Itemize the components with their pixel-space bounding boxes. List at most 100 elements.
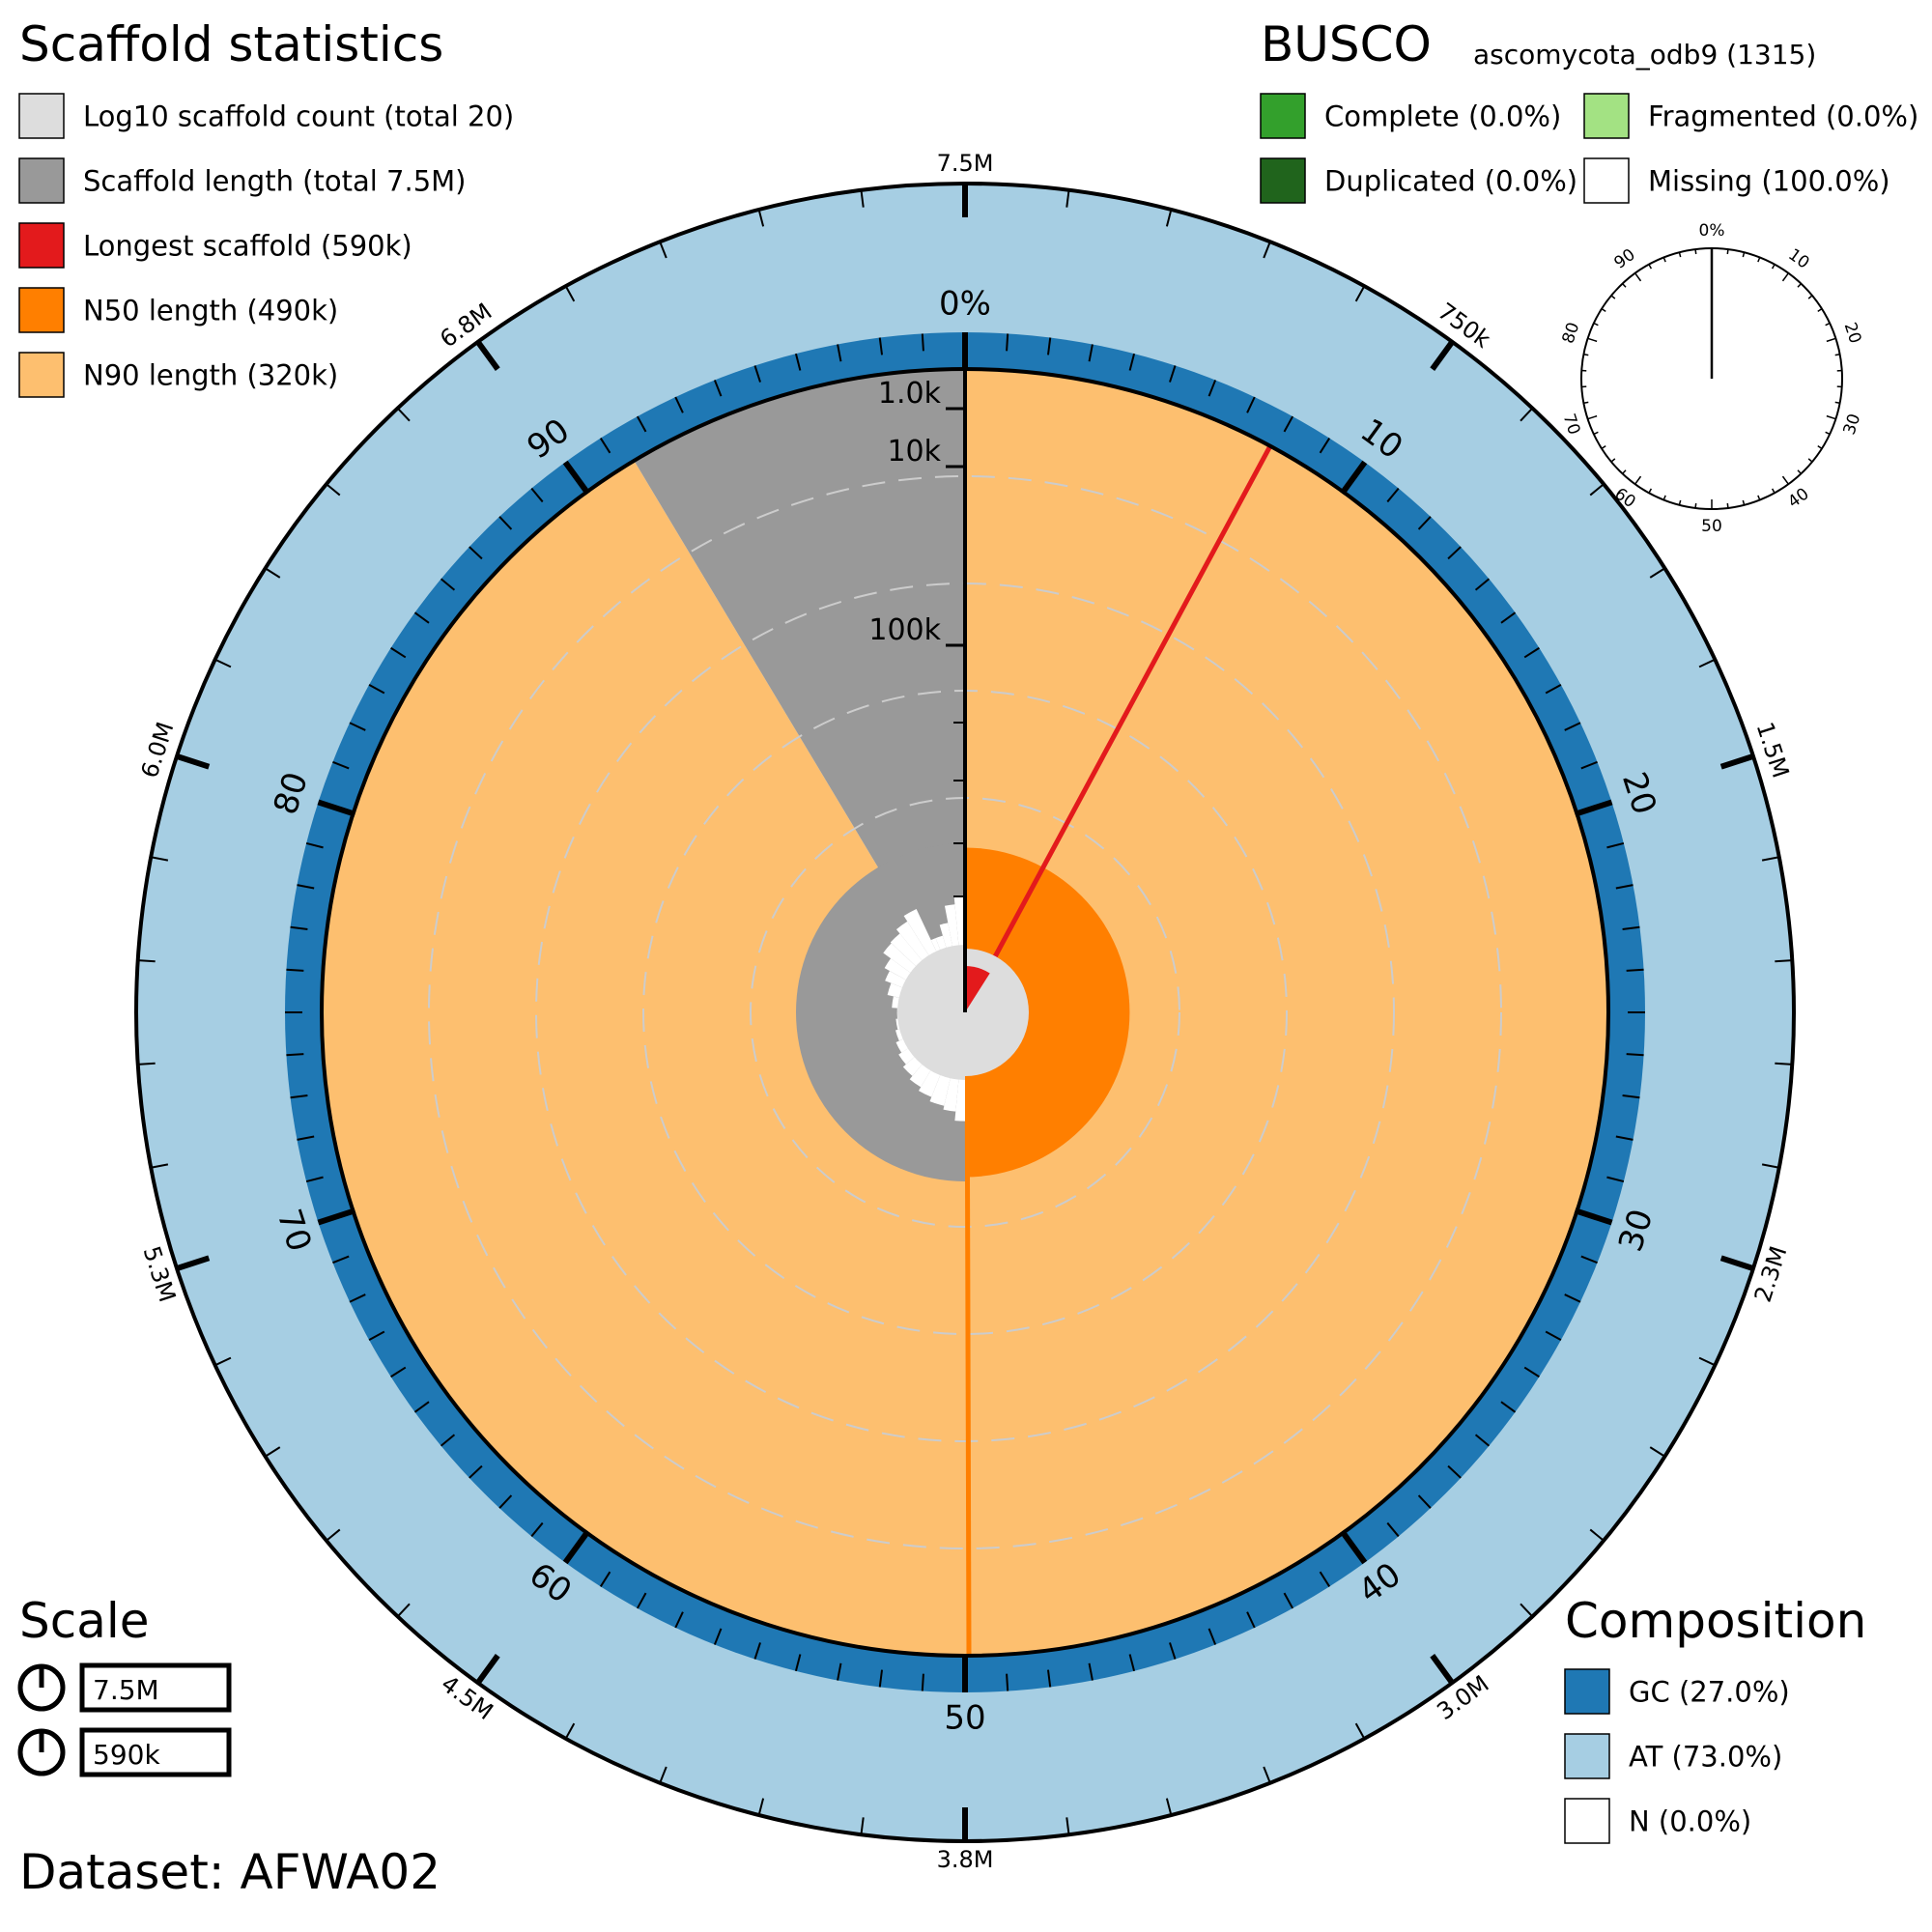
- percent-tick: [1006, 1673, 1009, 1691]
- length-tick: [1430, 340, 1455, 371]
- percent-label: 0%: [939, 285, 991, 324]
- count-core-left: [897, 945, 965, 1080]
- busco-dial-tick: [1834, 401, 1840, 405]
- percent-tick: [753, 365, 761, 383]
- busco-dial-tick: [1601, 308, 1606, 312]
- percent-tick: [440, 1434, 456, 1447]
- legend-label: Duplicated (0.0%): [1324, 165, 1577, 198]
- busco-title: BUSCO: [1261, 16, 1432, 72]
- axes: [134, 182, 1796, 1843]
- length-tick: [1775, 959, 1793, 963]
- length-tick: [1649, 567, 1665, 579]
- busco-dial-tick: [1694, 502, 1697, 509]
- percent-tick: [1169, 1642, 1177, 1660]
- legend-label: Missing (100.0%): [1648, 165, 1890, 198]
- percent-tick: [713, 380, 723, 397]
- busco-dial-tick: [1648, 264, 1653, 270]
- busco-dial-label: 0%: [1699, 221, 1725, 241]
- length-tick: [1719, 1255, 1754, 1271]
- percent-tick: [1088, 344, 1094, 362]
- legend-label: Log10 scaffold count (total 20): [83, 100, 514, 133]
- legend-label: GC (27.0%): [1629, 1676, 1790, 1709]
- legend-swatch: [1583, 157, 1630, 204]
- percent-tick: [1319, 1571, 1331, 1587]
- busco-dial-tick: [1610, 295, 1616, 299]
- length-tick: [1354, 285, 1366, 302]
- length-label: 7.5M: [937, 150, 994, 177]
- percent-tick: [1580, 1255, 1598, 1264]
- percent-tick: [1580, 760, 1598, 770]
- length-tick: [1065, 1817, 1070, 1835]
- percent-tick: [674, 396, 684, 413]
- percent-tick: [1606, 1176, 1625, 1183]
- composition-title: Composition: [1565, 1593, 1866, 1649]
- scaffold-length-area: [634, 369, 965, 1012]
- percent-tick: [368, 683, 385, 695]
- busco-dial-tick: [1797, 469, 1802, 474]
- percent-tick: [794, 353, 802, 371]
- busco-dial-label: 90: [1610, 245, 1638, 273]
- busco-dial-tick: [1781, 272, 1789, 282]
- percent-tick: [1339, 460, 1368, 496]
- busco-dial-tick: [1694, 248, 1697, 255]
- percent-tick: [498, 516, 513, 530]
- length-tick: [1719, 753, 1754, 770]
- length-tick: [1520, 1603, 1534, 1618]
- scaffold-statistics-legend: Log10 scaffold count (total 20) Scaffold …: [18, 93, 514, 398]
- busco-dial-tick: [1593, 431, 1599, 436]
- percent-tick: [1088, 1662, 1094, 1681]
- legend-swatch: [18, 287, 65, 333]
- percent-tick: [286, 968, 304, 972]
- length-tick: [1761, 1163, 1779, 1169]
- length-tick: [1065, 189, 1070, 208]
- busco-dial-label: 40: [1784, 484, 1812, 512]
- length-tick: [1775, 1062, 1793, 1065]
- percent-tick: [332, 1255, 350, 1264]
- scale-box: [79, 1727, 232, 1777]
- busco-dial-tick: [1726, 502, 1729, 509]
- busco-dial-tick: [1726, 248, 1729, 255]
- length-label: 3.8M: [937, 1846, 994, 1873]
- percent-tick: [674, 1611, 684, 1629]
- percent-tick: [530, 1521, 544, 1538]
- radial-tick-label: 100k: [868, 613, 941, 647]
- legend-label: Longest scaffold (590k): [83, 230, 412, 263]
- busco-dial-tick: [1771, 488, 1776, 494]
- percent-tick: [1208, 1628, 1217, 1645]
- length-tick: [757, 1798, 765, 1816]
- legend-swatch: [18, 93, 65, 139]
- legend-label: N50 length (490k): [83, 295, 338, 327]
- busco-dial-tick: [1825, 322, 1831, 327]
- percent-tick: [1169, 365, 1177, 383]
- length-tick: [1263, 241, 1271, 259]
- percent-tick: [1046, 1669, 1052, 1688]
- length-tick: [265, 1446, 281, 1458]
- percent-tick: [1046, 337, 1052, 355]
- legend-swatch: [18, 157, 65, 204]
- scale-title: Scale: [19, 1593, 150, 1649]
- busco-dial-tick: [1610, 458, 1616, 463]
- percent-tick: [1545, 1330, 1562, 1342]
- longest-core: [965, 966, 990, 1012]
- length-tick: [475, 1654, 500, 1685]
- scale-label: 590k: [93, 1739, 160, 1771]
- percent-tick: [290, 925, 308, 931]
- percent-tick: [349, 722, 366, 731]
- percent-tick: [390, 1366, 407, 1378]
- n50-line: [964, 1011, 972, 1657]
- percent-tick: [794, 1654, 802, 1672]
- legend-swatch: [1564, 1668, 1610, 1715]
- length-tick: [326, 1528, 341, 1542]
- percent-tick: [1447, 546, 1462, 560]
- percent-tick: [837, 344, 842, 362]
- length-tick: [1263, 1766, 1271, 1784]
- dataset-label: Dataset: AFWA02: [19, 1844, 440, 1900]
- percent-label: 50: [944, 1699, 985, 1738]
- percent-tick: [498, 1494, 513, 1509]
- percent-tick: [1564, 1293, 1581, 1303]
- percent-tick: [368, 1330, 385, 1342]
- percent-tick: [297, 1135, 315, 1141]
- legend-label: Scaffold length (total 7.5M): [83, 165, 466, 198]
- busco-dial-tick: [1817, 445, 1823, 449]
- busco-dial-tick: [1757, 257, 1761, 263]
